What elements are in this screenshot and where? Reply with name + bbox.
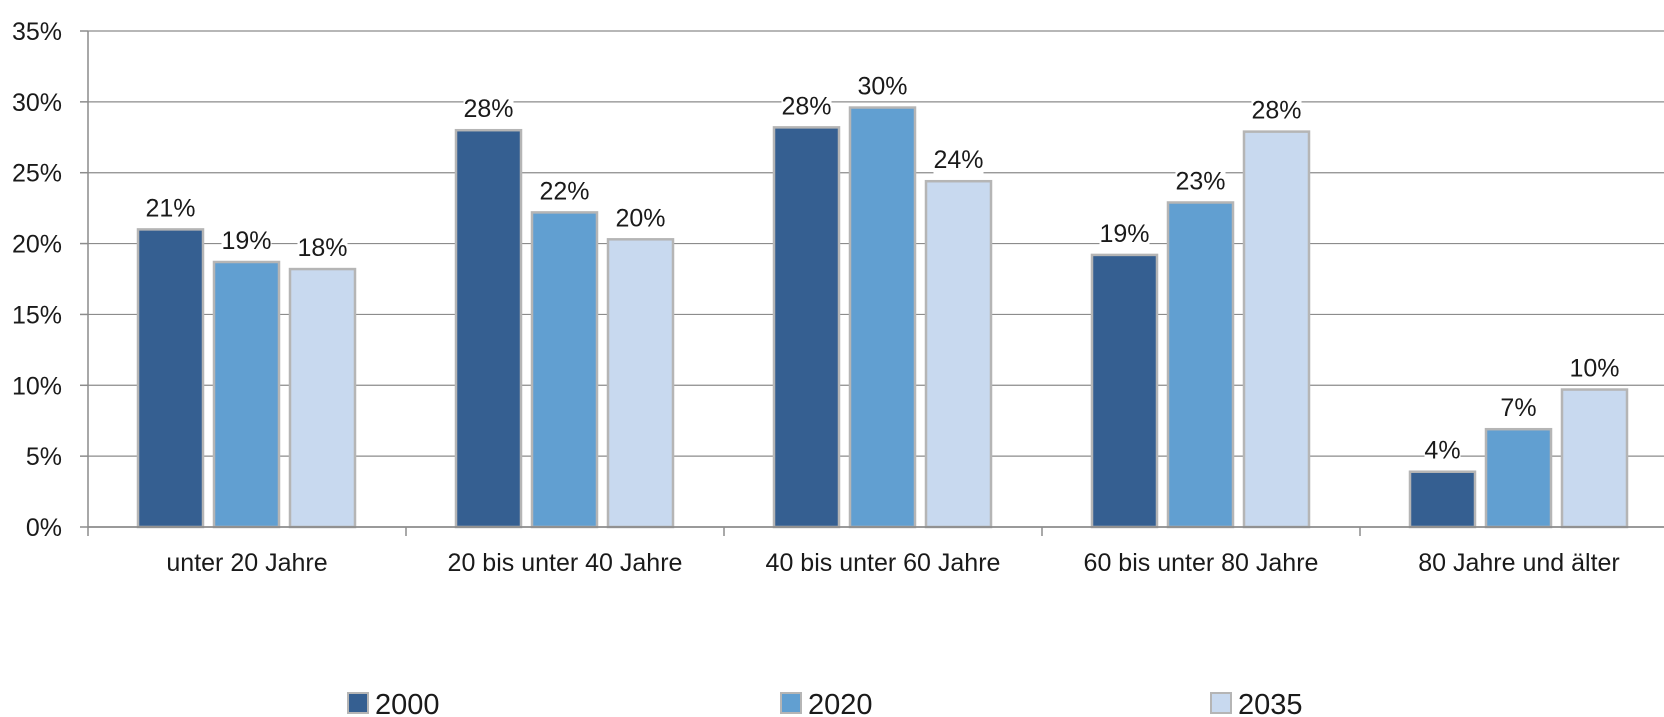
data-label-background [857,70,908,101]
data-label: 21% [145,194,195,222]
data-label-background [1099,217,1150,248]
data-label: 28% [781,92,831,120]
legend-label: 2035 [1238,689,1303,717]
bar-2035-3 [924,179,993,529]
data-label-background [1500,392,1537,423]
y-tick-label: 10% [12,372,62,400]
data-label-background [1424,434,1461,465]
y-tick-label: 30% [12,89,62,117]
legend-item-2000: 2000 [347,689,440,717]
bar-2000-2 [454,128,523,529]
x-category-label: 20 bis unter 40 Jahre [448,549,683,577]
data-label: 22% [539,177,589,205]
x-category-label: 40 bis unter 60 Jahre [766,549,1001,577]
data-label-background [297,232,348,263]
data-label: 10% [1569,355,1619,383]
data-label-background [781,90,832,121]
data-label-background [1175,165,1226,196]
data-label: 24% [933,146,983,174]
data-label: 18% [297,234,347,262]
data-label: 19% [221,227,271,255]
bar-2035-4 [1242,130,1311,529]
bar-2035-2 [606,238,675,529]
y-tick-label: 25% [12,160,62,188]
y-tick-label: 35% [12,18,62,46]
y-tick-label: 5% [26,443,62,471]
data-label: 28% [1251,97,1301,125]
x-category-label: 60 bis unter 80 Jahre [1084,549,1319,577]
bars: 21% 19% 18% 28% 22% 20% 28% 30% 24% 19% 23% 28% 4% 7%… [136,70,1629,529]
data-label: 20% [615,204,665,232]
axes [87,31,1664,536]
bar-2000-1 [136,228,205,529]
data-label-background [1569,352,1620,383]
legend-swatch [347,692,369,714]
data-label-background [539,175,590,206]
bar-2000-3 [772,126,841,529]
data-label-background [1251,94,1302,125]
data-label-background [933,144,984,175]
y-tick-label: 15% [12,301,62,329]
data-label: 30% [857,73,907,101]
y-tick-label: 20% [12,231,62,259]
data-label-background [145,192,196,223]
bar-2000-4 [1090,253,1159,529]
data-label: 23% [1175,167,1225,195]
bar-2020-2 [530,211,599,529]
y-tick-label: 0% [26,514,62,542]
legend: 2000 2020 2035 [347,689,1303,717]
data-label: 19% [1099,220,1149,248]
y-axis-ticks: 0% 5% 10% 15% 20% 25% 30% 35% [12,18,88,542]
data-label-background [463,93,514,124]
data-label-background [615,202,666,233]
bar-2035-1 [288,267,357,529]
legend-swatch [780,692,802,714]
data-label: 28% [463,95,513,123]
data-label-background [221,224,272,255]
legend-item-2020: 2020 [780,689,873,717]
legend-item-2035: 2035 [1210,689,1303,717]
bar-2000-5 [1408,470,1477,529]
bar-2020-4 [1166,201,1235,529]
legend-label: 2000 [375,689,440,717]
bar-2020-3 [848,106,917,529]
legend-label: 2020 [808,689,873,717]
data-label: 4% [1424,437,1460,465]
x-axis-categories: unter 20 Jahre 20 bis unter 40 Jahre 40 bi… [166,549,1619,577]
bar-2035-5 [1560,388,1629,529]
x-category-label: 80 Jahre und älter [1418,549,1620,577]
bar-2020-5 [1484,427,1553,529]
data-label: 7% [1500,394,1536,422]
bar-2020-1 [212,260,281,529]
x-category-label: unter 20 Jahre [166,549,327,577]
legend-swatch [1210,692,1232,714]
